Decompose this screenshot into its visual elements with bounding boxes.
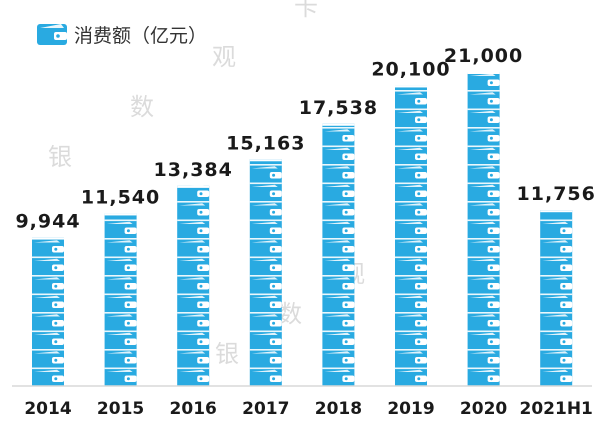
data-label: 11,540 bbox=[81, 186, 160, 208]
x-tick-label: 2021H1 bbox=[520, 399, 593, 419]
data-label: 21,000 bbox=[444, 45, 523, 67]
bar bbox=[104, 213, 137, 386]
bar bbox=[540, 210, 573, 386]
data-label: 17,538 bbox=[299, 97, 378, 119]
watermark-char: 数 bbox=[130, 93, 154, 121]
watermark-char: 卡 bbox=[294, 0, 318, 21]
bar bbox=[322, 123, 355, 386]
x-tick-label: 2014 bbox=[24, 399, 71, 419]
data-label: 20,100 bbox=[371, 58, 450, 80]
watermark-char: 银 bbox=[48, 143, 72, 171]
bar bbox=[177, 182, 210, 386]
data-label: 11,756 bbox=[517, 183, 596, 205]
wallet-icon bbox=[37, 24, 67, 45]
data-label: 9,944 bbox=[15, 210, 80, 232]
x-tick-label: 2020 bbox=[460, 399, 507, 419]
x-axis-ticks: 2014 2015 2016 2017 2018 2019 2020 2021H1 bbox=[24, 399, 593, 419]
watermark-char: 数 bbox=[278, 300, 302, 328]
bar bbox=[249, 159, 282, 386]
bar bbox=[32, 237, 64, 386]
x-tick-label: 2015 bbox=[97, 399, 144, 419]
bar bbox=[395, 85, 427, 386]
x-tick-label: 2016 bbox=[170, 399, 217, 419]
bar bbox=[467, 71, 500, 386]
chart-legend: 消费额（亿元） bbox=[37, 24, 207, 47]
x-tick-label: 2019 bbox=[387, 399, 434, 419]
x-tick-label: 2017 bbox=[242, 399, 289, 419]
data-label: 13,384 bbox=[154, 159, 233, 181]
watermark-char: 观 bbox=[212, 43, 236, 71]
watermark-char: 银 bbox=[215, 340, 239, 368]
data-label: 15,163 bbox=[226, 132, 305, 154]
bars bbox=[32, 71, 573, 386]
legend-label: 消费额（亿元） bbox=[74, 25, 207, 47]
x-tick-label: 2018 bbox=[315, 399, 362, 419]
